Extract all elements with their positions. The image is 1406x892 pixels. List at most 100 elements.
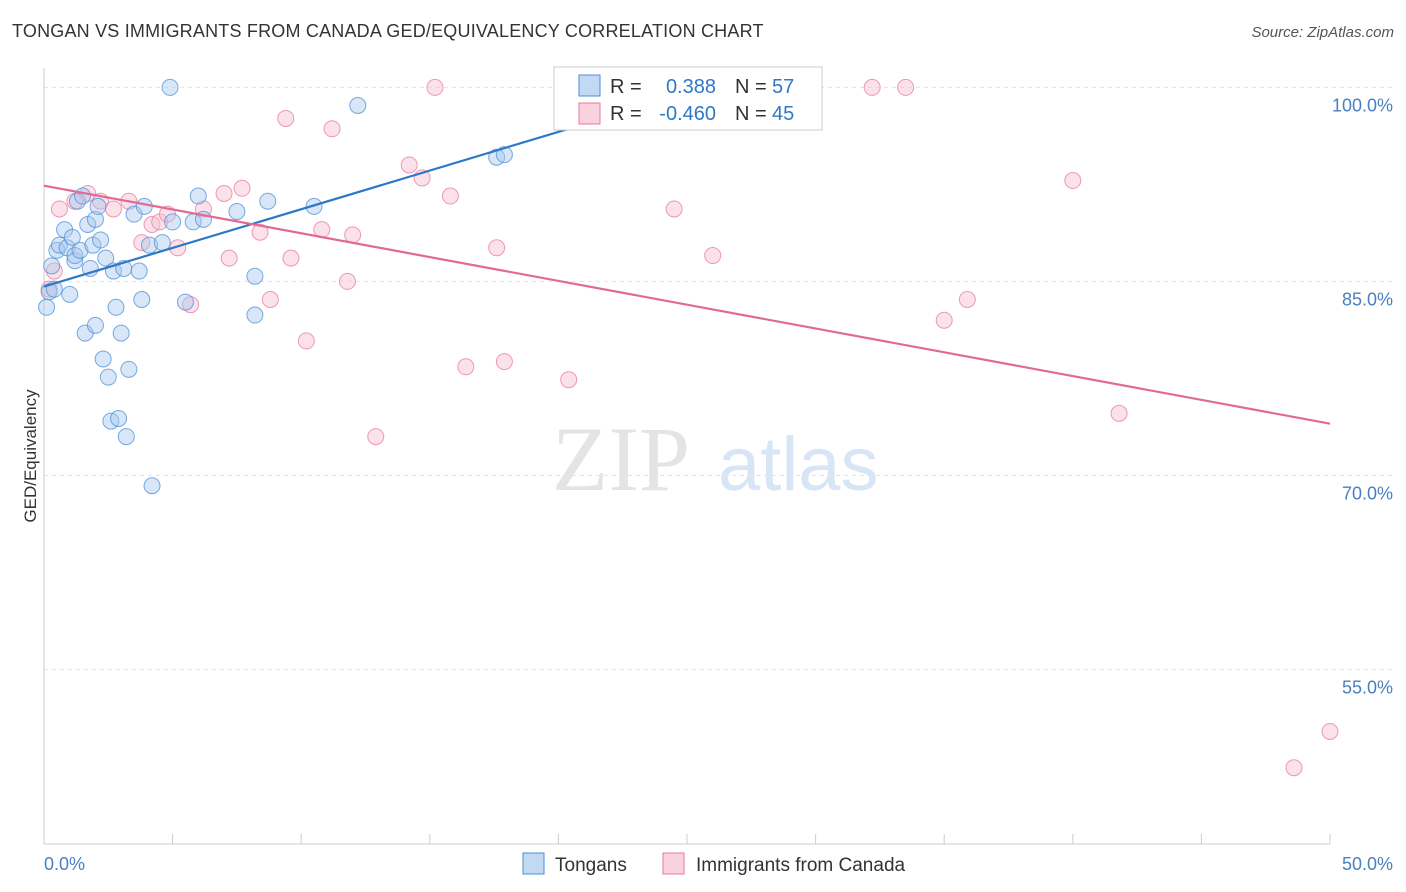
canada-point [441, 187, 459, 205]
x-ticks: 0.0% 50.0% [43, 834, 1393, 874]
chart-title: TONGAN VS IMMIGRANTS FROM CANADA GED/EQU… [12, 21, 764, 41]
bottom-legend-label-tongans: Tongans [555, 855, 627, 876]
tongans-point [120, 360, 138, 378]
legend-n-label-canada: N = [735, 103, 767, 125]
canada-point [897, 78, 915, 96]
canada-point [457, 358, 475, 376]
canada-point [665, 200, 683, 218]
canada-point [495, 353, 513, 371]
canada-point [50, 200, 68, 218]
bottom-legend-swatch-tongans [522, 852, 545, 875]
grid-layer [44, 86, 1394, 670]
canada-point [194, 200, 212, 218]
canada-point [45, 262, 63, 280]
canada-point [233, 179, 251, 197]
tongans-point [189, 187, 207, 205]
tongans-point [68, 192, 86, 210]
tongans-point [74, 187, 92, 205]
tongans-point [246, 306, 264, 324]
legend-n-label-tongans: N = [735, 76, 767, 98]
canada-point [1110, 404, 1128, 422]
canada-point [182, 296, 200, 314]
legend-r-value-canada: -0.460 [659, 103, 716, 125]
tongans-point [40, 283, 58, 301]
canada-point [367, 428, 385, 446]
tongans-point [61, 285, 79, 303]
y-axis-title: GED/Equivalency [21, 389, 40, 523]
bottom-legend-label-canada: Immigrants from Canada [696, 855, 906, 876]
watermark-atlas: atlas [718, 422, 879, 507]
canada-trend-line [43, 184, 1331, 425]
canada-point [277, 109, 295, 127]
y-tick-label: 100.0% [1332, 95, 1393, 115]
tongans-point [38, 298, 56, 316]
correlation-legend: R = 0.388 N = 57 R = -0.460 N = 45 [553, 66, 823, 131]
canada-point [935, 311, 953, 329]
legend-n-value-canada: 45 [772, 103, 794, 125]
canada-point [104, 200, 122, 218]
canada-point [220, 249, 238, 267]
tongans-point [228, 203, 246, 221]
y-tick-label: 55.0% [1342, 677, 1393, 697]
canada-point [297, 332, 315, 350]
legend-swatch-tongans [578, 74, 601, 97]
tongans-point [94, 350, 112, 368]
tongans-point [92, 231, 110, 249]
series-legend: Tongans Immigrants from Canada [522, 852, 906, 876]
x-tick-label: 50.0% [1342, 854, 1393, 874]
tongans-point [110, 409, 128, 427]
tongans-point [495, 146, 513, 164]
canada-point [1285, 759, 1303, 777]
trend-lines [43, 127, 1331, 425]
tongans-point [164, 213, 182, 231]
tongans-point [89, 197, 107, 215]
x-tick-label: 0.0% [44, 854, 85, 874]
y-tick-label: 85.0% [1342, 289, 1393, 309]
tongans-trend-line [43, 127, 570, 288]
canada-point [400, 156, 418, 174]
tongans-point [133, 291, 151, 309]
tongans-point [66, 252, 84, 270]
tongans-point [63, 228, 81, 246]
watermark-zip: ZIP [552, 408, 690, 510]
legend-r-label-tongans: R = [610, 76, 642, 98]
tongans-point [107, 298, 125, 316]
canada-point [215, 184, 233, 202]
tongans-point [161, 78, 179, 96]
y-tick-label: 70.0% [1342, 483, 1393, 503]
legend-r-value-tongans: 0.388 [666, 76, 716, 98]
tongans-point [143, 477, 161, 495]
canada-point [338, 272, 356, 290]
tongans-point [97, 249, 115, 267]
tongans-point [117, 428, 135, 446]
canada-point [251, 223, 269, 241]
tongans-point [246, 267, 264, 285]
y-tick-labels: 100.0% 85.0% 70.0% 55.0% [1332, 95, 1393, 697]
canada-point [426, 78, 444, 96]
canada-point [323, 120, 341, 138]
canada-point [282, 249, 300, 267]
legend-n-value-tongans: 57 [772, 76, 794, 98]
tongans-point [349, 97, 367, 115]
canada-point [704, 247, 722, 265]
tongans-point [48, 241, 66, 259]
tongans-point [86, 210, 104, 228]
canada-point [344, 226, 362, 244]
tongans-point [66, 247, 84, 265]
canada-point [863, 78, 881, 96]
tongans-point [71, 241, 89, 259]
legend-swatch-canada [578, 102, 601, 125]
tongans-points [38, 78, 513, 495]
tongans-point [86, 316, 104, 334]
tongans-point [140, 236, 158, 254]
canada-point [560, 371, 578, 389]
canada-point [488, 239, 506, 257]
bottom-legend-swatch-canada [662, 852, 685, 875]
tongans-point [112, 324, 130, 342]
tongans-point [43, 257, 61, 275]
tongans-point [259, 192, 277, 210]
tongans-point [176, 293, 194, 311]
canada-point [958, 291, 976, 309]
canada-point [1064, 172, 1082, 190]
